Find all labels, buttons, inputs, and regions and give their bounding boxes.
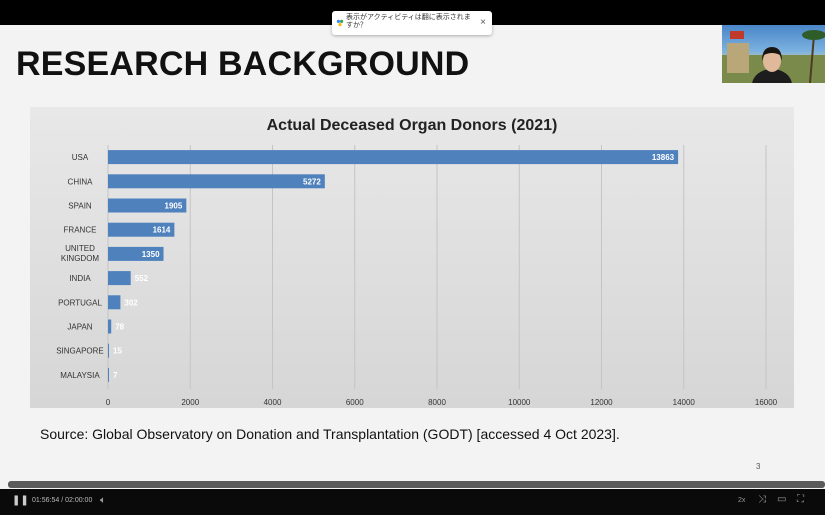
bar [108,150,679,165]
data-label: 7 [113,371,118,380]
video-controls: ❚❚ 01:56:54 / 02:00:00 🔈︎ 2x ⤨ ▭ ⛶ [0,489,825,515]
source-citation: Source: Global Observatory on Donation a… [40,426,620,442]
bar [108,295,121,310]
data-label: 13863 [652,153,675,162]
data-label: 1905 [165,202,183,211]
bar [108,246,164,261]
bar [108,319,112,334]
bar [108,343,109,358]
shuffle-icon[interactable]: ⤨ [758,494,766,505]
webcam-video [722,25,825,83]
y-category-label: USA [72,153,89,162]
y-category-label: SINGAPORE [56,347,104,356]
y-category-label: UNITED KINGDOM [61,244,100,263]
x-tick-label: 12000 [590,398,613,407]
y-category-label: CHINA [68,177,94,186]
data-label: 552 [135,274,149,283]
bar [108,198,187,213]
bar [108,271,131,286]
y-category-label: JAPAN [67,323,92,332]
y-category-label: SPAIN [68,202,92,211]
bar [108,222,175,237]
x-tick-label: 16000 [755,398,778,407]
x-tick-label: 4000 [264,398,282,407]
x-tick-label: 8000 [428,398,446,407]
captions-icon[interactable]: ▭ [777,494,787,505]
chart-panel: Actual Deceased Organ Donors (2021) 0 200… [30,107,794,408]
presentation-slide: RESEARCH BACKGROUND Actual Deceased Orga… [0,25,825,489]
pause-icon[interactable]: ❚❚ [12,495,29,506]
x-tick-label: 0 [106,398,111,407]
data-label: 78 [115,323,124,332]
fullscreen-icon[interactable]: ⛶ [797,494,804,505]
data-label: 5272 [303,177,321,186]
data-label: 15 [113,347,122,356]
bar [108,367,109,382]
y-category-label: FRANCE [64,226,97,235]
page-number: 3 [756,462,761,471]
chart-title: Actual Deceased Organ Donors (2021) [266,117,558,134]
webcam-image [722,30,825,83]
y-category-label: MALAYSIA [60,371,100,380]
time-display: 01:56:54 / 02:00:00 [32,497,93,504]
y-category-label: PORTUGAL [58,298,102,307]
video-progress-bar[interactable] [8,481,825,488]
data-label: 1350 [142,250,160,259]
bar [108,174,325,189]
notification-popup[interactable]: 表示がアクティビティは翻に表示されますか？ × [332,11,492,35]
app-logo-icon [336,19,344,27]
bar-chart: 0 2000 4000 6000 8000 10000 12000 14000 16000 USA… [56,145,778,407]
slide-title: RESEARCH BACKGROUND [16,45,470,83]
x-tick-label: 2000 [181,398,199,407]
close-icon[interactable]: × [480,17,486,28]
notification-text: 表示がアクティビティは翻に表示されますか？ [346,14,471,29]
data-label: 1614 [153,226,171,235]
playback-speed[interactable]: 2x [738,497,746,504]
x-tick-label: 10000 [508,398,531,407]
data-label: 302 [124,298,138,307]
x-tick-label: 14000 [673,398,696,407]
volume-icon[interactable]: 🔈︎ [100,495,106,506]
y-category-label: INDIA [69,274,91,283]
x-tick-label: 6000 [346,398,364,407]
